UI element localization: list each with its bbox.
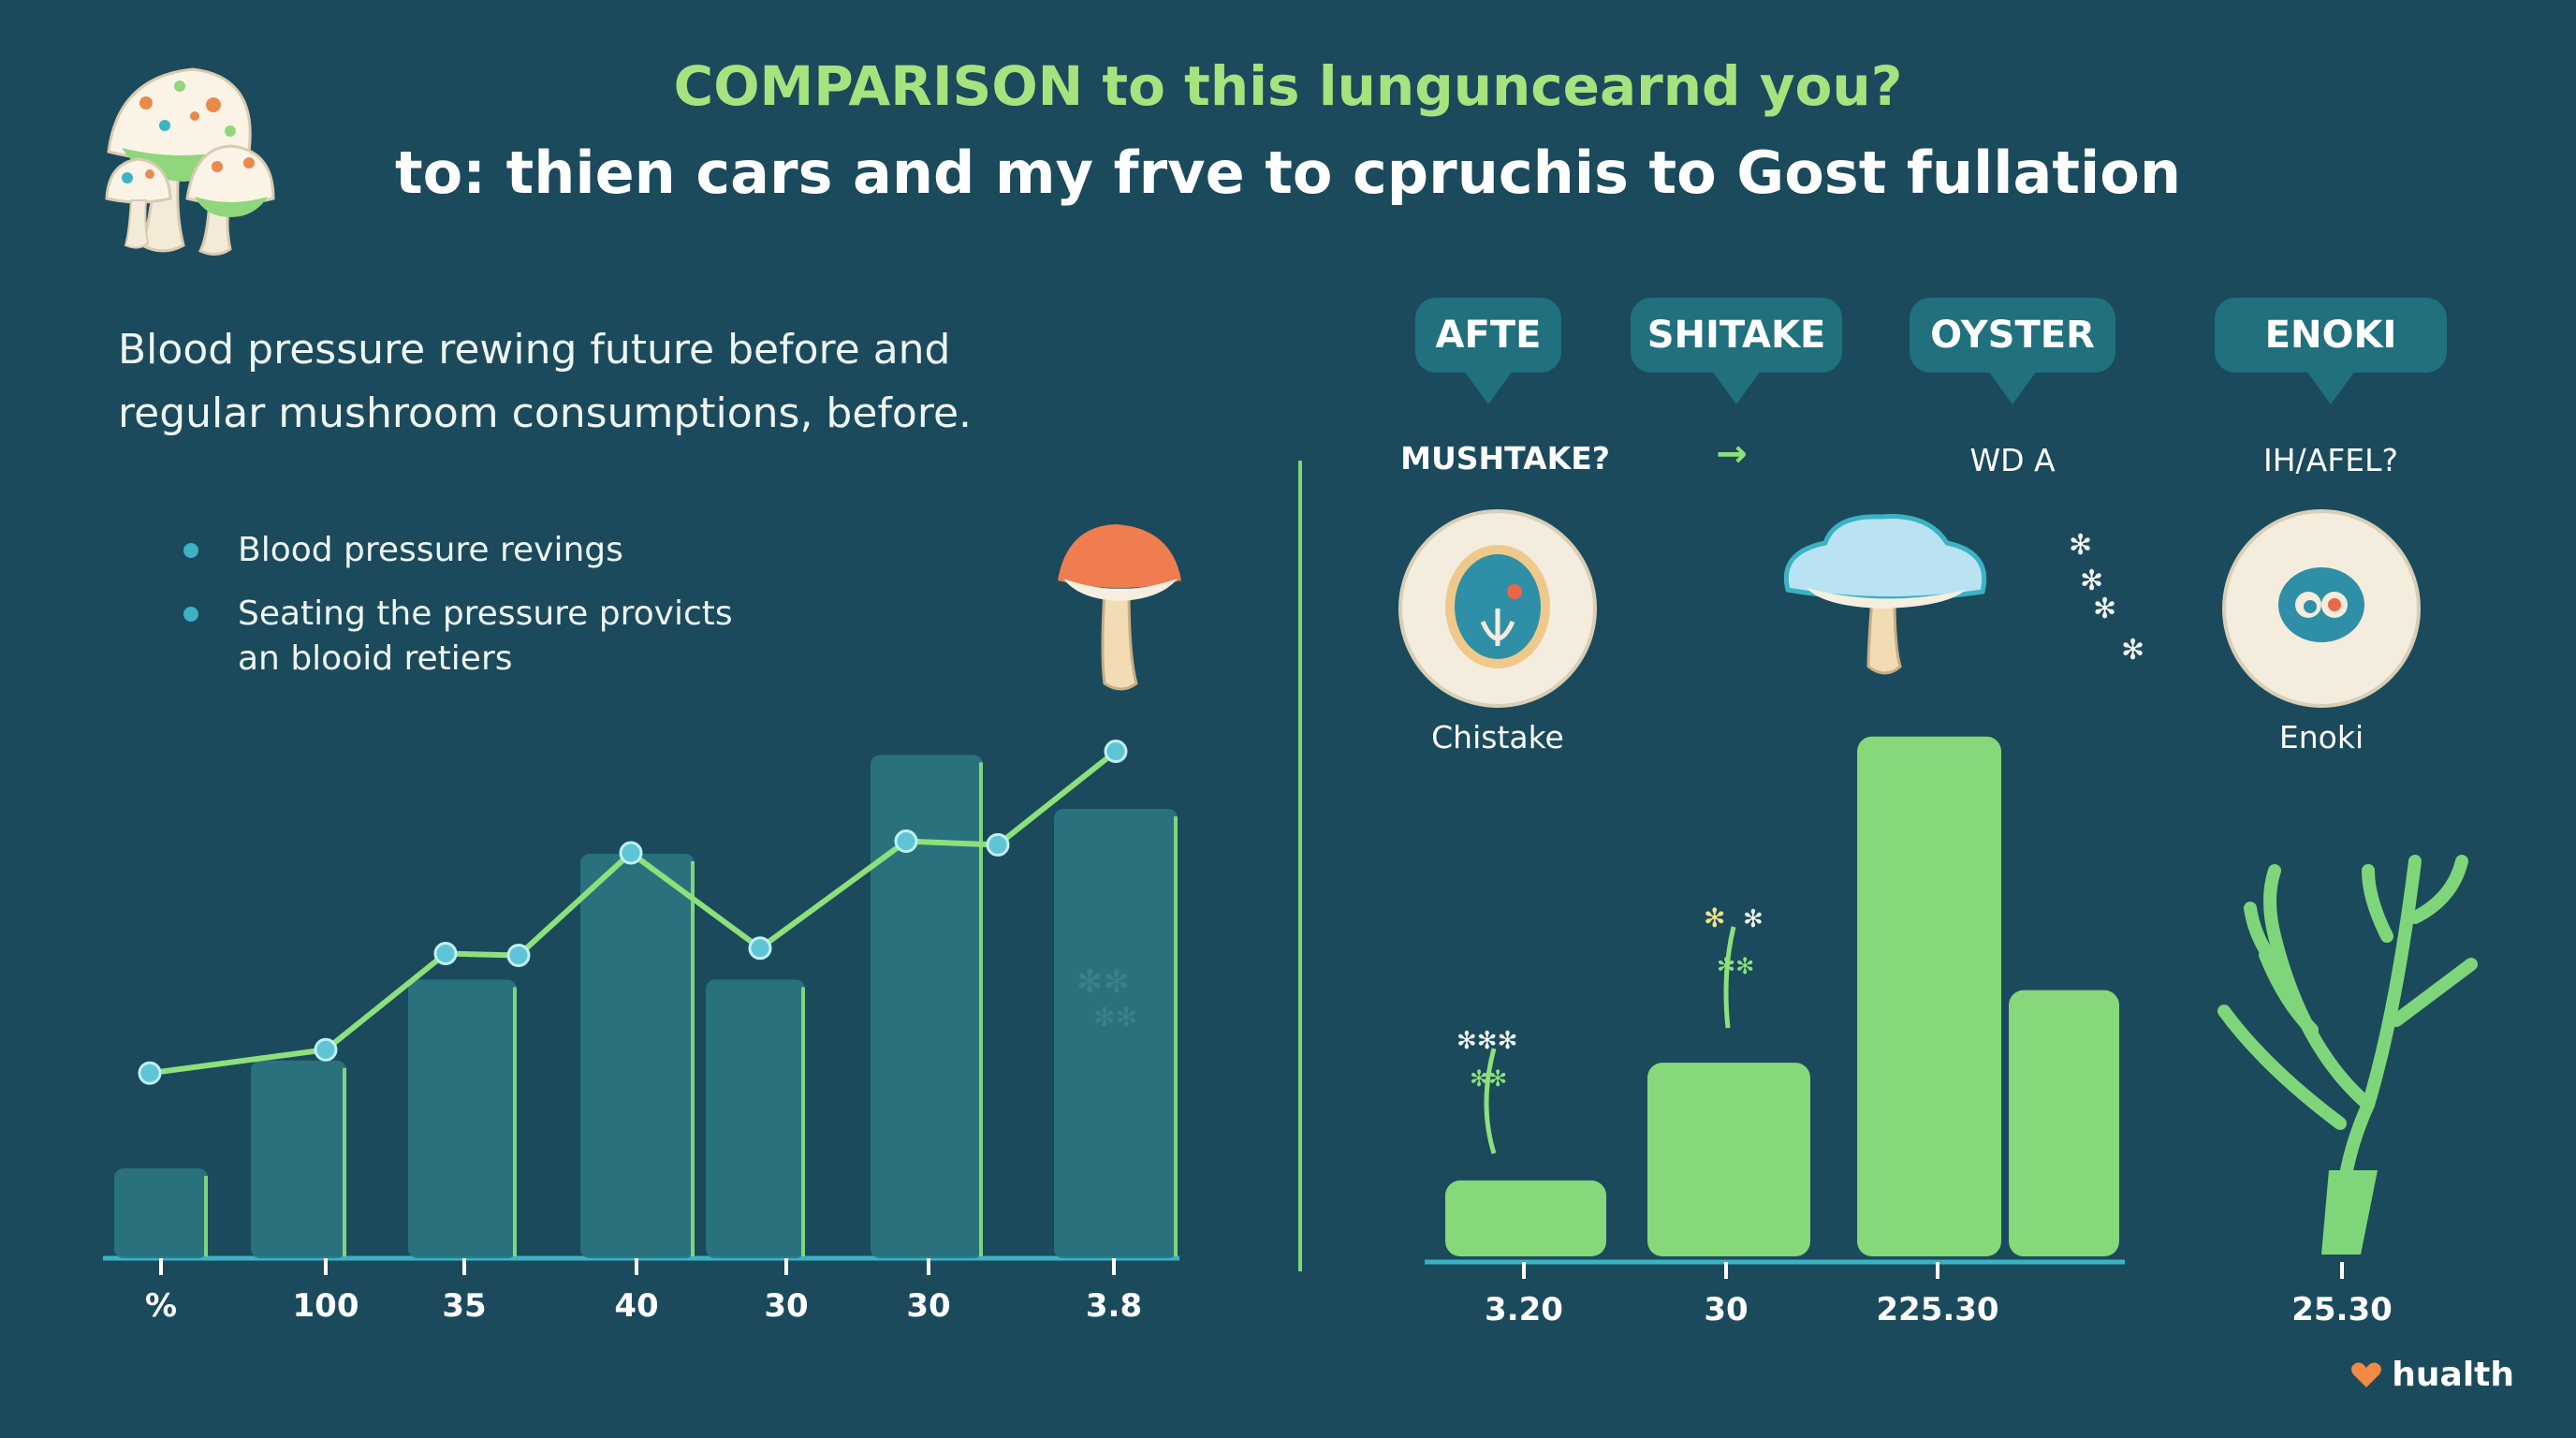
- line-point: [506, 943, 531, 967]
- x-tick-label: 3.8: [1086, 1287, 1142, 1325]
- bar: [1445, 1180, 1606, 1256]
- chart-title: COMPARISON to this lunguncearnd you?: [673, 54, 1903, 118]
- bullet-item-1: Blood pressure revings: [238, 528, 893, 573]
- svg-text:✻: ✻: [2069, 529, 2092, 562]
- sublabel-mushtake: MUSHTAKE?: [1400, 440, 1610, 477]
- orange-mushroom-icon: [1058, 524, 1181, 691]
- bullet-item-2-line1: Seating the pressure provicts: [238, 594, 733, 633]
- bar: [1054, 809, 1178, 1258]
- line-point: [748, 936, 772, 961]
- oyster-mushroom-icon: [1783, 514, 1987, 675]
- line-point: [1104, 740, 1128, 764]
- line-point: [314, 1037, 338, 1062]
- tag-oyster: OYSTER: [1910, 298, 2115, 404]
- bar: [580, 854, 695, 1258]
- svg-text:✻✻: ✻✻: [1470, 1065, 1507, 1092]
- brand-text: hualth: [2392, 1356, 2514, 1394]
- bar: [1647, 1063, 1810, 1256]
- svg-text:✻: ✻: [1704, 902, 1725, 933]
- intro-line-2: regular mushroom consumptions, before.: [118, 389, 973, 437]
- line-point: [894, 829, 918, 854]
- x-tick-label: 35: [442, 1287, 486, 1325]
- svg-text:✻: ✻: [2080, 565, 2103, 597]
- bullet-dot-icon: [183, 607, 198, 622]
- brand-badge: hualth: [2350, 1356, 2514, 1394]
- sparkle-icon: ✻ ✻ ✻ ✻: [2069, 529, 2144, 667]
- line-point: [619, 841, 643, 865]
- svg-text:✻✻: ✻✻: [1717, 953, 1754, 979]
- sublabel-wda: WD A: [1969, 442, 2056, 478]
- bullet-dot-icon: [183, 543, 198, 558]
- bar: [408, 979, 517, 1258]
- x-tick-label: 30: [906, 1287, 950, 1325]
- x-tick-label: 40: [614, 1287, 658, 1325]
- sprout-icon: ✻✻✻ ✻✻: [1456, 1027, 1517, 1154]
- svg-text:✻: ✻: [2093, 593, 2116, 625]
- bar: [1857, 736, 2001, 1256]
- intro-line-1: Blood pressure rewing future before and: [118, 326, 951, 374]
- arrow-right-icon: →: [1716, 433, 1748, 476]
- bullet-item-2-line2: an blooid retiers: [238, 639, 513, 678]
- line-point: [986, 832, 1010, 857]
- heart-icon: [2351, 1362, 2382, 1387]
- shiitake-slice-icon: [1398, 509, 1597, 708]
- tag-afte: AFTE: [1415, 298, 1561, 404]
- enoki-coral-icon: [2217, 855, 2478, 1252]
- line-point: [138, 1061, 162, 1085]
- x-tick-label: 3.20: [1485, 1291, 1563, 1328]
- x-tick-label: 30: [1704, 1291, 1748, 1328]
- tag-shitake: SHITAKE: [1631, 298, 1842, 404]
- svg-text:✻✻✻: ✻✻✻: [1456, 1027, 1517, 1055]
- tag-enoki: ENOKI: [2215, 298, 2447, 404]
- chart-subtitle: to: thien cars and my frve to cpruchis t…: [394, 139, 2181, 207]
- caption-enoki: Enoki: [2278, 719, 2364, 756]
- intro-text: Blood pressure rewing future before and …: [118, 318, 1054, 446]
- x-tick-label: 25.30: [2291, 1291, 2393, 1328]
- bullet-item-2: Seating the pressure provicts an blooid …: [238, 592, 893, 682]
- panel-divider: [1298, 461, 1302, 1271]
- mushroom-logo-icon: [105, 67, 275, 256]
- bar: [251, 1060, 346, 1258]
- sprout-icon: ✻ ✻ ✻✻: [1704, 902, 1764, 1029]
- bar: [871, 755, 983, 1258]
- bullet-item-1-line1: Blood pressure revings: [238, 531, 623, 569]
- line-point: [433, 942, 458, 966]
- caption-chistake: Chistake: [1431, 719, 1564, 756]
- x-tick-label: 225.30: [1876, 1291, 1998, 1328]
- svg-text:✻: ✻: [1743, 905, 1764, 933]
- bar: [114, 1168, 208, 1258]
- enoki-slice-icon: [2222, 509, 2421, 708]
- svg-text:✻: ✻: [2121, 634, 2144, 667]
- x-tick-label: %: [145, 1287, 177, 1325]
- bar: [706, 979, 805, 1258]
- x-tick-label: 30: [764, 1287, 808, 1325]
- x-tick-label: 100: [293, 1287, 359, 1325]
- bar: [2009, 990, 2119, 1256]
- sublabel-ihafel: IH/AFEL?: [2263, 442, 2398, 478]
